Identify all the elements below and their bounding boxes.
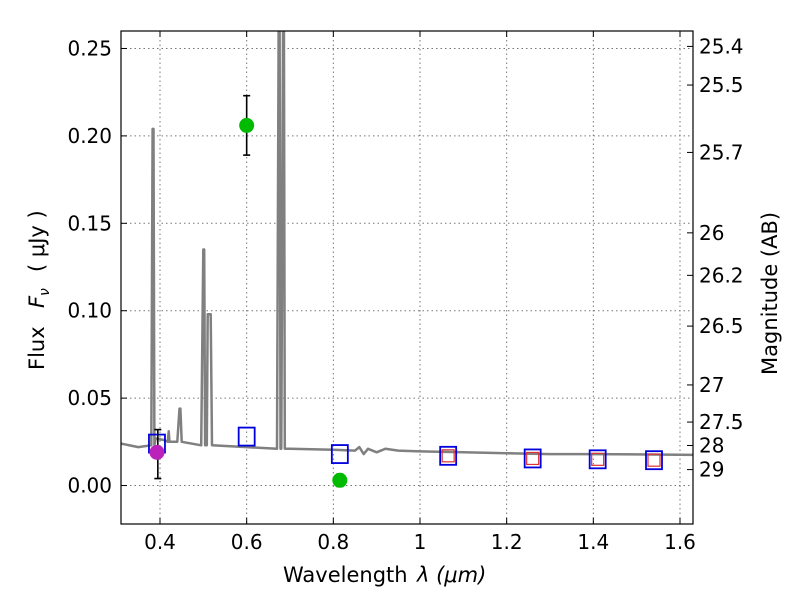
y-tick-label: 0.00 [67, 474, 112, 498]
model-square-red [441, 449, 455, 463]
tick-layer: 0.4 0.6 0.8 1 1.2 1.4 1.6 0.00 0.05 0.10 0.15 0.20 0… [67, 31, 744, 554]
x-tick-label: 1 [414, 530, 427, 554]
x-tick-label: 1.2 [491, 530, 523, 554]
y-tick-label: 0.05 [67, 386, 112, 410]
y-tick-label: 0.25 [67, 36, 112, 60]
x-axis-label-math: λ (μm) [416, 563, 486, 587]
y-tick-label: 0.15 [67, 211, 112, 235]
purple-point [149, 444, 165, 460]
y-axis-label: Flux F ν ( μJy ) [25, 210, 53, 370]
y-axis-label-symbol: F [25, 295, 49, 308]
x-tick-label: 0.8 [317, 530, 349, 554]
right-axis-label: Magnitude (AB) [758, 212, 782, 375]
y-axis-label-unit: ( μJy ) [25, 210, 49, 272]
model-square-red [526, 451, 540, 466]
model-square-red [591, 452, 605, 466]
model-square-blue [645, 450, 663, 471]
model-square-blue [237, 426, 256, 447]
x-tick-label: 0.4 [144, 530, 176, 554]
y-axis-label-subscript: ν [37, 288, 53, 296]
y-axis-label-text: Flux [25, 326, 49, 370]
plot-frame [120, 30, 694, 525]
x-tick-label: 1.4 [577, 530, 609, 554]
spectrum-line [121, 31, 693, 457]
grid-layer [121, 31, 693, 524]
mag-tick-label: 26.2 [699, 263, 744, 287]
x-tick-label: 1.6 [664, 530, 696, 554]
y-tick-label: 0.20 [67, 124, 112, 148]
plot-layer [121, 31, 693, 488]
mag-tick-label: 25.4 [699, 34, 744, 58]
model-square-blue [588, 449, 607, 470]
model-square-red [647, 453, 661, 467]
model-square-blue [523, 448, 542, 469]
mag-tick-label: 25.7 [699, 140, 744, 164]
model-square-blue [330, 444, 349, 464]
model-square-blue [439, 445, 458, 466]
mag-tick-label: 26 [699, 221, 724, 245]
mag-tick-label: 27.5 [699, 410, 744, 434]
mag-tick-label: 25.5 [699, 73, 744, 97]
detection-point [239, 117, 255, 133]
mag-tick-label: 26.5 [699, 314, 744, 338]
x-tick-label: 0.6 [231, 530, 263, 554]
detection-point [332, 472, 348, 488]
x-axis-label-text: Wavelength [283, 563, 408, 587]
mag-tick-label: 29 [699, 458, 724, 482]
y-tick-label: 0.10 [67, 299, 112, 323]
mag-tick-label: 28 [699, 433, 724, 457]
mag-tick-label: 27 [699, 373, 724, 397]
